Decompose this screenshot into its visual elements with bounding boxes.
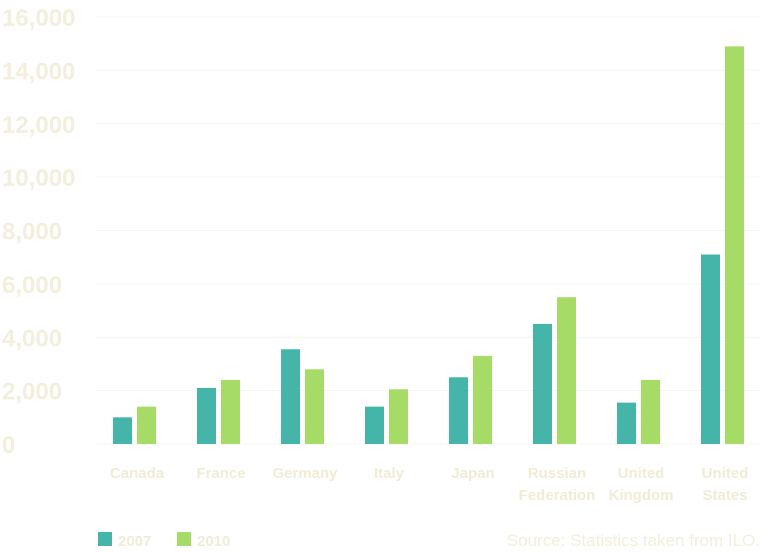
y-tick-label: 6,000 — [2, 272, 62, 299]
x-tick-label: United Kingdom — [609, 465, 674, 504]
y-tick-label: 4,000 — [2, 325, 62, 352]
bar-2007 — [617, 402, 636, 444]
bars — [113, 46, 744, 444]
y-tick-label: 14,000 — [2, 58, 75, 85]
bar-2010 — [305, 369, 324, 444]
bar-2007 — [281, 349, 300, 444]
bar-2010 — [473, 355, 492, 444]
bar-2007 — [197, 387, 216, 444]
bar-2007 — [113, 417, 132, 444]
bar-2010 — [221, 379, 240, 444]
x-tick-label: Canada — [110, 465, 165, 482]
x-tick-label: Italy — [374, 465, 405, 482]
bar-2010 — [725, 46, 744, 444]
legend-swatch-2010 — [177, 532, 191, 546]
y-tick-label: 16,000 — [2, 5, 75, 32]
legend: 2007 2010 — [98, 532, 230, 550]
x-tick-label: France — [196, 465, 245, 482]
y-tick-label: 2,000 — [2, 379, 62, 406]
y-tick-label: 10,000 — [2, 165, 75, 192]
x-tick-label: Japan — [451, 465, 494, 482]
gridlines — [95, 16, 760, 445]
x-tick-label: Russian Federation — [519, 465, 596, 504]
x-tick-label: United States — [702, 465, 749, 504]
y-tick-label: 0 — [2, 432, 15, 459]
bar-2010 — [137, 406, 156, 444]
x-tick-label: Germany — [272, 465, 338, 482]
y-axis-ticks: 0 2,000 4,000 6,000 8,000 10,000 12,000 14,000 1… — [2, 5, 75, 459]
bar-2010 — [557, 297, 576, 444]
x-axis-ticks: Canada France Germany Italy Japan Russian Fede… — [110, 465, 748, 504]
bar-2007 — [533, 323, 552, 444]
y-tick-label: 8,000 — [2, 219, 62, 246]
bar-2010 — [389, 389, 408, 444]
y-tick-label: 12,000 — [2, 112, 75, 139]
legend-label-2007: 2007 — [118, 533, 151, 550]
bar-2010 — [641, 379, 660, 444]
bar-2007 — [449, 377, 468, 444]
bar-2007 — [701, 254, 720, 444]
source-note: Source: Statistics taken from ILO. — [507, 531, 760, 550]
legend-label-2010: 2010 — [197, 533, 230, 550]
bar-2007 — [365, 406, 384, 444]
legend-swatch-2007 — [98, 532, 112, 546]
